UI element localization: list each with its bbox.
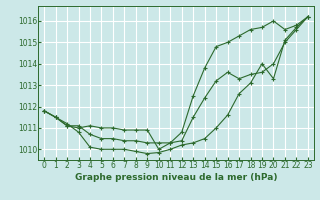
X-axis label: Graphe pression niveau de la mer (hPa): Graphe pression niveau de la mer (hPa) [75,173,277,182]
